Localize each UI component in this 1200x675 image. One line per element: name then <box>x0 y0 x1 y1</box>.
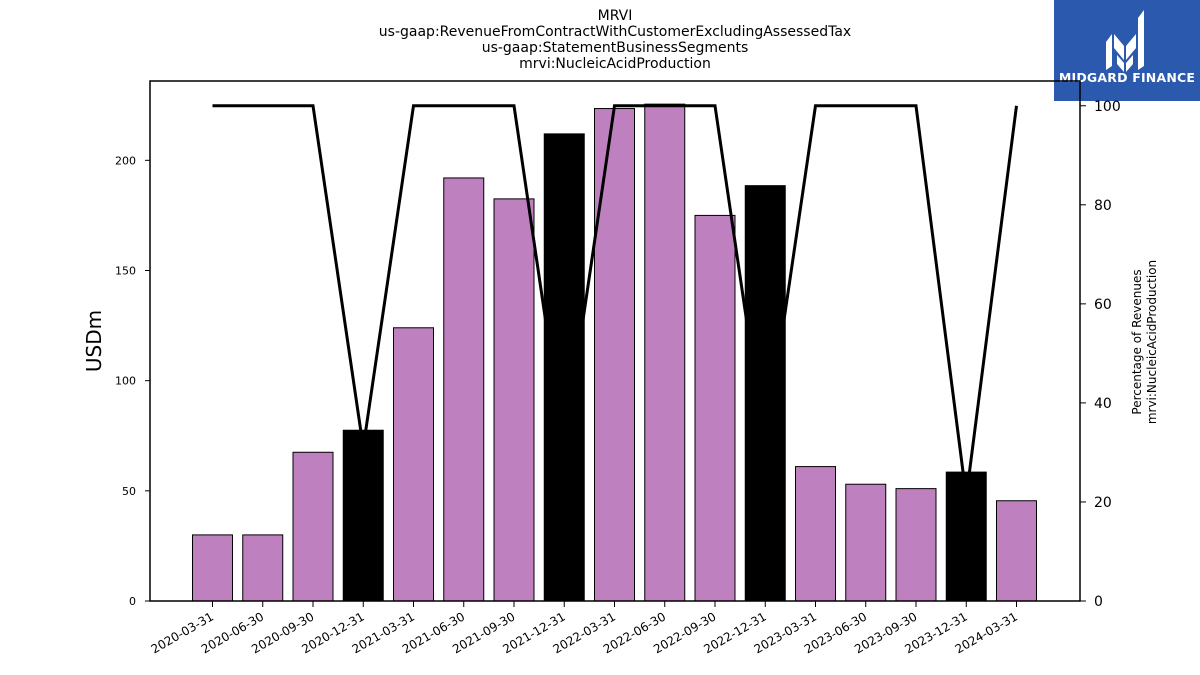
y-tick-label-100: 100 <box>115 375 136 388</box>
bar-2023-03-31 <box>795 466 836 602</box>
bar-2020-09-30 <box>292 451 334 602</box>
y-tick-label-200: 200 <box>115 154 136 167</box>
midgard-logo-icon <box>1106 10 1144 72</box>
y-tick-label-50: 50 <box>122 485 136 498</box>
bar-2023-09-30 <box>895 488 937 602</box>
title-line-1: MRVI <box>597 8 633 24</box>
bar-2023-06-30 <box>845 483 887 602</box>
y-tick-label-150: 150 <box>115 264 136 277</box>
midgard-finance-logo: MIDGARD FINANCE <box>1054 0 1200 101</box>
bar-2020-03-31 <box>192 534 233 602</box>
bar-2022-09-30 <box>694 214 736 602</box>
y-right-tick-label-100: 100 <box>1094 99 1121 115</box>
title-line-3: us-gaap:StatementBusinessSegments <box>481 40 749 56</box>
bar-2021-12-31 <box>543 133 585 602</box>
title-line-4: mrvi:NucleicAcidProduction <box>519 56 711 72</box>
y-tick-label-0: 0 <box>129 595 136 608</box>
bar-2022-12-31 <box>744 185 786 602</box>
bar-2021-03-31 <box>393 327 434 602</box>
bar-2024-03-31 <box>996 500 1037 602</box>
bar-2020-06-30 <box>242 534 284 602</box>
bar-2022-06-30 <box>644 103 686 602</box>
y-right-tick-label-60: 60 <box>1094 297 1112 313</box>
y-right-tick-label-80: 80 <box>1094 198 1112 214</box>
y-right-tick-label-20: 20 <box>1094 495 1112 511</box>
y-right-tick-label-40: 40 <box>1094 396 1112 412</box>
y-right-tick-label-0: 0 <box>1094 594 1103 610</box>
bar-2020-12-31 <box>342 429 384 602</box>
logo-text: MIDGARD FINANCE <box>1058 70 1196 85</box>
bar-2022-03-31 <box>594 108 635 602</box>
bar-2021-06-30 <box>443 177 485 602</box>
bar-2021-09-30 <box>493 198 535 602</box>
title-line-2: us-gaap:RevenueFromContractWithCustomerE… <box>378 24 852 40</box>
percentage-line-series <box>212 104 1018 498</box>
